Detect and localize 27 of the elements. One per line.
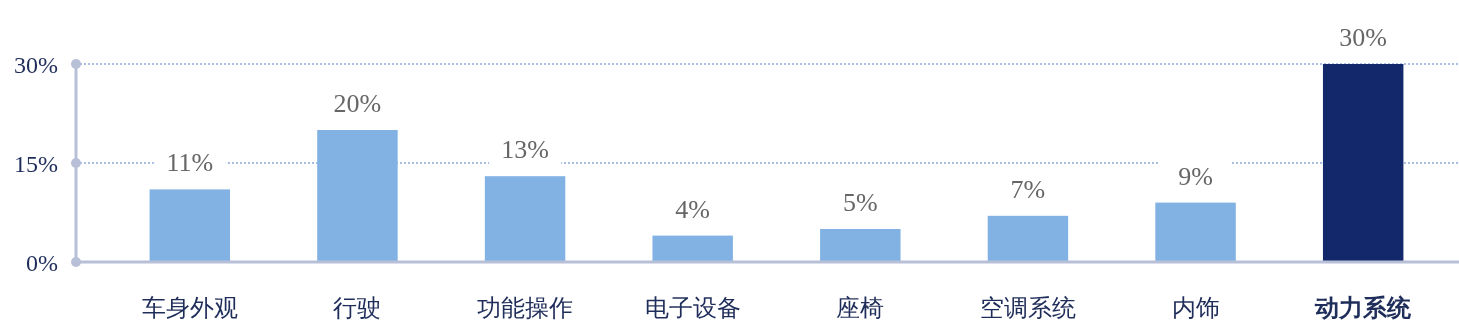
bar [987,215,1069,262]
data-label: 9% [1178,161,1213,191]
x-tick-label: 内饰 [1171,294,1220,322]
bar [149,189,231,262]
x-tick-label: 行驶 [333,294,382,322]
data-label: 11% [166,148,214,178]
data-label: 4% [675,194,711,224]
y-tick-label: 15% [14,151,58,177]
data-label: 13% [501,135,549,165]
bar [484,176,566,262]
x-tick-label: 功能操作 [477,294,574,322]
y-tick-label: 0% [26,250,58,276]
data-label: 30% [1339,23,1388,52]
x-tick-label: 车身外观 [141,294,238,322]
x-tick-label: 动力系统 [1314,294,1413,322]
bar [1322,64,1404,262]
bar [820,229,901,262]
bar [1155,202,1236,262]
y-tick-label: 30% [14,52,58,78]
x-tick-label: 空调系统 [979,294,1076,322]
x-tick-label: 座椅 [836,294,885,322]
x-tick-label: 电子设备 [644,294,741,322]
data-label: 20% [333,89,382,118]
data-label: 7% [1010,174,1046,204]
bar [317,130,398,262]
bar [652,235,733,262]
data-label: 5% [842,188,878,217]
